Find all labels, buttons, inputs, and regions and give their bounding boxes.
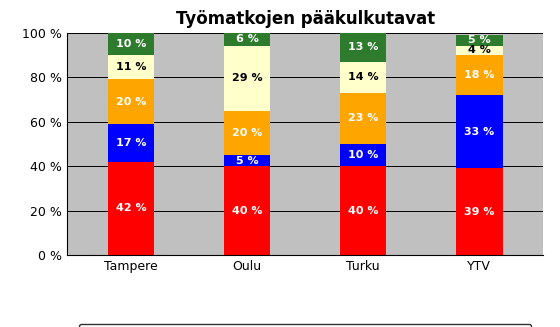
Text: 14 %: 14 % <box>348 72 379 82</box>
Text: 10 %: 10 % <box>116 39 146 49</box>
Text: 40 %: 40 % <box>348 206 379 215</box>
Title: Työmatkojen pääkulkutavat: Työmatkojen pääkulkutavat <box>176 10 435 28</box>
Bar <box>108 55 154 79</box>
Bar <box>456 35 502 46</box>
Bar <box>456 55 502 95</box>
Bar <box>224 46 270 111</box>
Bar <box>108 162 154 255</box>
Bar <box>108 33 154 55</box>
Text: 39 %: 39 % <box>464 207 494 217</box>
Text: 10 %: 10 % <box>348 150 379 160</box>
Text: 5 %: 5 % <box>468 36 491 45</box>
Bar <box>456 168 502 255</box>
Text: 17 %: 17 % <box>116 138 146 148</box>
Bar <box>340 144 386 166</box>
Bar <box>108 124 154 162</box>
Text: 13 %: 13 % <box>348 42 379 52</box>
Text: 20 %: 20 % <box>116 97 146 107</box>
Bar <box>340 166 386 255</box>
Text: 5 %: 5 % <box>236 156 259 165</box>
Bar <box>456 46 502 55</box>
Text: 33 %: 33 % <box>464 127 494 137</box>
Legend: Auto, Joukkoliikenne, Ei selkeää pääkulkutapaa, Pyöräily, Jalankulku: Auto, Joukkoliikenne, Ei selkeää pääkulk… <box>79 323 531 327</box>
Bar <box>224 166 270 255</box>
Bar <box>340 61 386 93</box>
Bar <box>456 95 502 168</box>
Bar <box>340 33 386 61</box>
Text: 42 %: 42 % <box>116 203 146 213</box>
Text: 20 %: 20 % <box>232 128 262 138</box>
Text: 11 %: 11 % <box>116 62 146 72</box>
Text: 29 %: 29 % <box>232 73 263 83</box>
Text: 6 %: 6 % <box>236 34 259 44</box>
Bar <box>224 111 270 155</box>
Bar <box>108 79 154 124</box>
Text: 18 %: 18 % <box>464 70 494 80</box>
Text: 40 %: 40 % <box>232 206 263 215</box>
Bar <box>224 155 270 166</box>
Bar <box>224 33 270 46</box>
Bar <box>340 93 386 144</box>
Text: 23 %: 23 % <box>348 113 379 123</box>
Text: 4 %: 4 % <box>468 45 491 56</box>
